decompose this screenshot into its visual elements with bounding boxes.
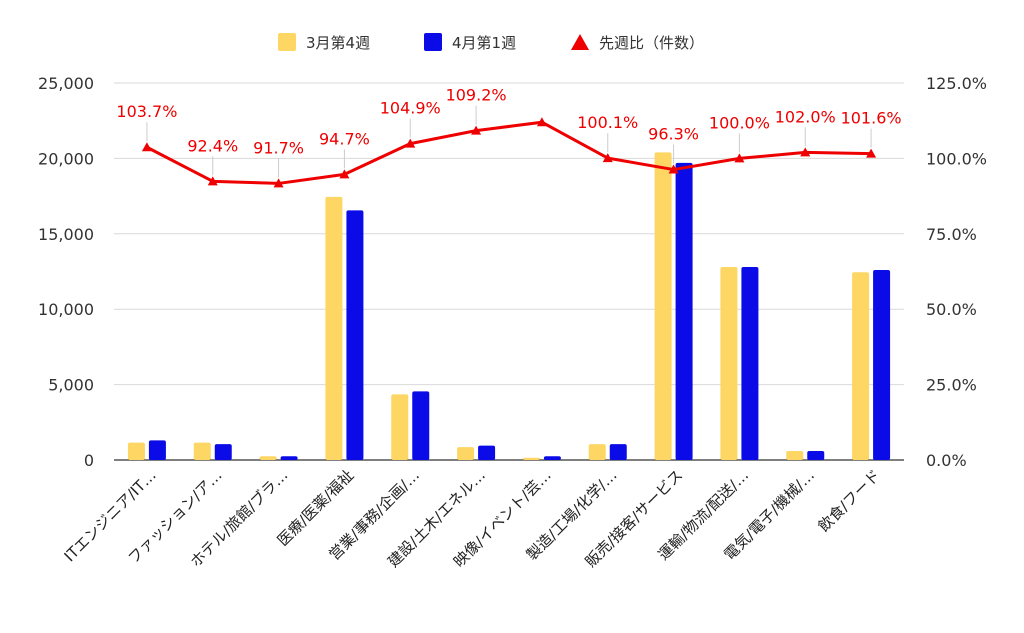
bars [127,152,891,461]
bar [259,456,277,460]
ratio-data-label: 102.0% [775,107,836,126]
right-tick-label: 25.0% [926,376,977,395]
bar [412,391,430,460]
bar [522,457,540,460]
bar [391,394,409,460]
right-tick-label: 100.0% [926,149,987,168]
bar [193,442,211,460]
ratio-data-label: 101.6% [841,109,902,128]
ratio-point [866,148,877,158]
ratio-data-label: 96.3% [648,125,699,144]
right-tick-label: 50.0% [926,300,977,319]
ratio-point [339,169,350,179]
left-tick-label: 10,000 [38,300,94,319]
bar [478,445,496,460]
ratio-point [207,176,218,186]
bar [675,162,693,460]
left-axis: 0 5,000 10,000 15,000 20,000 25,000 [38,74,94,470]
legend-swatch [278,33,296,51]
bar [873,269,891,460]
bar [588,444,606,460]
right-tick-label: 75.0% [926,225,977,244]
bar [786,450,804,460]
ratio-point [800,147,811,157]
bar [148,440,166,460]
ratio-point [273,178,284,188]
legend: 3月第4週 4月第1週 先週比（件数） [278,33,704,52]
bar [543,456,561,460]
ratio-point [602,153,613,163]
bar [807,450,825,460]
bar [852,272,870,460]
ratio-data-label: 91.7% [253,138,304,157]
bar [654,152,672,461]
ratio-line: 103.7% 92.4% 91.7% 94.7% 104.9% 109.2% 100.1% 9… [116,86,902,188]
bar [720,266,738,460]
right-tick-label: 0.0% [926,451,967,470]
ratio-line-path [146,120,872,185]
bar [325,196,343,460]
legend-label: 先週比（件数） [599,34,704,52]
ratio-data-label: 109.2% [446,86,507,105]
ratio-data-label: 92.4% [187,136,238,155]
right-axis: 0.0% 25.0% 50.0% 75.0% 100.0% 125.0% [926,74,987,470]
ratio-point [405,138,416,148]
ratio-point [141,142,152,152]
bar [741,266,759,460]
right-tick-label: 125.0% [926,74,987,93]
left-tick-label: 0 [84,451,94,470]
bar [457,447,475,460]
ratio-point [734,153,745,163]
bar [127,442,145,460]
ratio-point [668,164,679,174]
legend-label: 4月第1週 [452,34,516,52]
bar [280,456,298,460]
ratio-point [536,117,547,127]
ratio-data-label: 104.9% [380,99,441,118]
left-tick-label: 25,000 [38,74,94,93]
category-label: 飲食/フード [815,466,884,535]
category-labels: ITエンジニア/IT…ファッション/ア…ホテル/旅館/ブラ…医療/医薬/福祉営業… [61,466,884,571]
legend-swatch [571,34,589,50]
ratio-data-label: 100.0% [709,113,770,132]
bar [346,210,364,460]
ratio-data-label: 100.1% [577,113,638,132]
legend-swatch [424,33,442,51]
left-tick-label: 20,000 [38,149,94,168]
ratio-data-label: 94.7% [319,129,370,148]
ratio-data-label: 103.7% [116,102,177,121]
left-tick-label: 5,000 [48,376,94,395]
left-tick-label: 15,000 [38,225,94,244]
bar [214,444,232,460]
gridlines [114,82,904,461]
bar [609,444,627,460]
legend-label: 3月第4週 [306,34,370,52]
ratio-point [471,125,482,135]
